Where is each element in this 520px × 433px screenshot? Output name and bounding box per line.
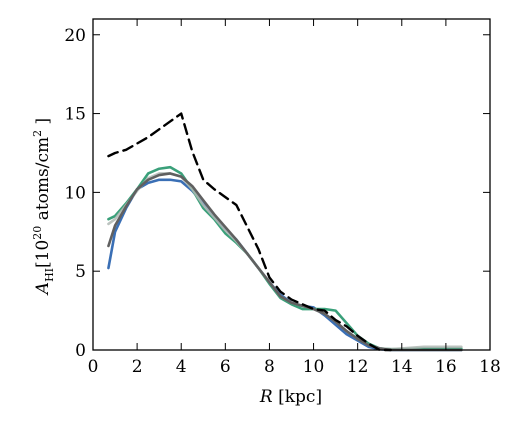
- y-axis-unit: atoms/cm: [33, 137, 53, 226]
- series-line-2: [107, 165, 463, 351]
- y-axis-suffix: ]: [33, 118, 53, 130]
- y-tick-label: 20: [64, 26, 86, 46]
- series-line-5: [107, 112, 392, 352]
- y-tick-label: 15: [64, 105, 86, 125]
- y-tick-label: 5: [75, 262, 86, 282]
- x-axis-symbol: R: [259, 387, 273, 407]
- series-line-3: [107, 172, 463, 351]
- series-layer: [107, 112, 463, 352]
- x-tick-label: 16: [435, 357, 457, 377]
- x-tick-label: 4: [176, 357, 187, 377]
- x-tick-label: 10: [303, 357, 325, 377]
- y-axis-label: AHI[1020 atoms/cm2 ]: [31, 118, 56, 296]
- x-axis-unit: [kpc]: [278, 387, 322, 407]
- x-tick-label: 0: [88, 357, 99, 377]
- y-axis-symbol: A: [33, 282, 53, 296]
- x-tick-label: 8: [264, 357, 275, 377]
- y-tick-label: 10: [64, 183, 86, 203]
- series-line-4: [107, 172, 463, 352]
- x-tick-label: 6: [220, 357, 231, 377]
- y-axis-unit-exponent: 2: [31, 130, 44, 137]
- y-tick-label: 0: [75, 341, 86, 361]
- x-tick-label: 18: [479, 357, 501, 377]
- plot-frame: [92, 18, 491, 351]
- x-tick-label: 12: [347, 357, 369, 377]
- series-line-1: [107, 178, 463, 352]
- y-axis-subscript: HI: [43, 268, 56, 282]
- x-axis-label: R [kpc]: [259, 387, 322, 407]
- ticks-layer: 0 2 4 6 8 10 12 14 16 18 0 5 10 15 20: [64, 19, 501, 377]
- x-tick-label: 14: [391, 357, 413, 377]
- x-tick-label: 2: [132, 357, 143, 377]
- y-axis-exponent: 20: [31, 226, 44, 240]
- y-axis-prefix: [10: [33, 240, 53, 268]
